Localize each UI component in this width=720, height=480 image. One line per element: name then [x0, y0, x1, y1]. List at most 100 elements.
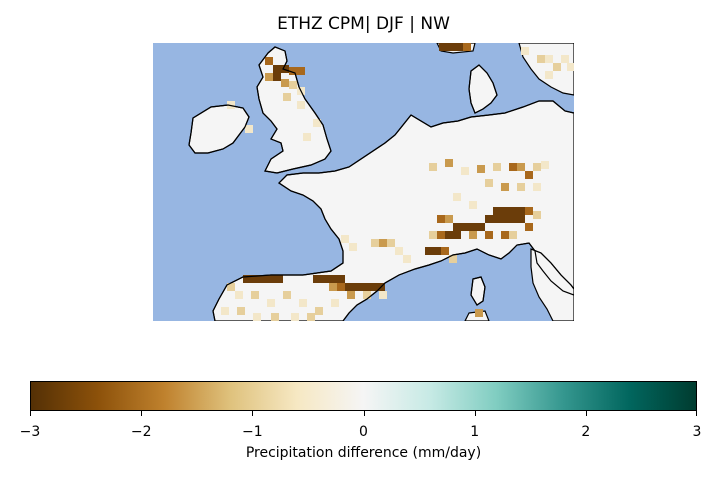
grid-cell	[227, 283, 235, 291]
grid-cell	[395, 247, 403, 255]
grid-cell	[477, 223, 485, 231]
grid-cell	[461, 167, 469, 175]
precipitation-map	[153, 43, 574, 321]
grid-cell	[329, 275, 337, 283]
grid-cell	[245, 125, 253, 133]
grid-cell	[313, 275, 321, 283]
colorbar-ticks: −3 −2 −1 0 1 2 3	[20, 411, 701, 440]
colorbar-tick-label: −2	[130, 424, 152, 440]
grid-cell	[243, 275, 251, 283]
grid-cell	[533, 163, 541, 171]
grid-cell	[321, 275, 329, 283]
grid-cell	[461, 223, 469, 231]
grid-cell	[485, 215, 493, 223]
grid-cell	[475, 309, 483, 317]
grid-cell	[509, 163, 517, 171]
grid-cell	[265, 57, 273, 65]
colorbar-tick	[141, 411, 143, 416]
grid-cell	[275, 275, 283, 283]
map-panel	[153, 43, 574, 321]
grid-cell	[289, 81, 297, 89]
grid-cell	[501, 207, 509, 215]
grid-cell	[379, 239, 387, 247]
grid-cell	[371, 239, 379, 247]
grid-cell	[447, 43, 455, 51]
precipitation-cells	[221, 43, 574, 321]
colorbar-tick-label: 1	[470, 424, 480, 440]
grid-cell	[433, 247, 441, 255]
grid-cell	[537, 55, 545, 63]
grid-cell	[315, 307, 323, 315]
grid-cell	[493, 207, 501, 215]
grid-cell	[259, 275, 267, 283]
colorbar	[30, 381, 697, 411]
grid-cell	[273, 73, 281, 81]
grid-cell	[283, 291, 291, 299]
grid-cell	[349, 243, 357, 251]
grid-cell	[281, 79, 289, 87]
grid-cell	[251, 291, 259, 299]
grid-cell	[509, 231, 517, 239]
grid-cell	[517, 215, 525, 223]
map-title: ETHZ CPM| DJF | NW	[277, 14, 450, 34]
colorbar-tick-label: 3	[692, 424, 702, 440]
grid-cell	[341, 235, 349, 243]
grid-cell	[453, 223, 461, 231]
colorbar-tick-label: 2	[581, 424, 591, 440]
grid-cell	[469, 223, 477, 231]
grid-cell	[297, 101, 305, 109]
grid-cell	[469, 201, 477, 209]
grid-cell	[501, 231, 509, 239]
grid-cell	[235, 291, 243, 299]
grid-cell	[297, 67, 305, 75]
grid-cell	[567, 63, 574, 71]
grid-cell	[271, 313, 279, 321]
grid-cell	[313, 119, 321, 127]
grid-cell	[437, 215, 445, 223]
grid-cell	[517, 207, 525, 215]
grid-cell	[525, 171, 533, 179]
grid-cell	[485, 231, 493, 239]
grid-cell	[455, 43, 463, 51]
grid-cell	[387, 239, 395, 247]
grid-cell	[429, 231, 437, 239]
grid-cell	[221, 307, 229, 315]
grid-cell	[363, 291, 371, 299]
grid-cell	[533, 183, 541, 191]
grid-cell	[273, 65, 281, 73]
grid-cell	[267, 299, 275, 307]
grid-cell	[439, 43, 447, 51]
grid-cell	[517, 163, 525, 171]
grid-cell	[545, 71, 553, 79]
scandinavia	[518, 43, 574, 96]
grid-cell	[331, 299, 339, 307]
grid-cell	[345, 283, 353, 291]
grid-cell	[509, 207, 517, 215]
grid-cell	[329, 283, 337, 291]
grid-cell	[353, 283, 361, 291]
grid-cell	[265, 73, 273, 81]
grid-cell	[525, 207, 533, 215]
grid-cell	[303, 133, 311, 141]
grid-cell	[525, 223, 533, 231]
grid-cell	[509, 215, 517, 223]
grid-cell	[425, 247, 433, 255]
grid-cell	[561, 55, 569, 63]
colorbar-tick	[474, 411, 476, 416]
colorbar-tick-label: 0	[359, 424, 368, 440]
grid-cell	[493, 163, 501, 171]
colorbar-tick	[30, 411, 31, 416]
grid-cell	[237, 307, 245, 315]
grid-cell	[281, 65, 289, 73]
grid-cell	[541, 161, 549, 169]
grid-cell	[453, 193, 461, 201]
grid-cell	[337, 283, 345, 291]
grid-cell	[445, 159, 453, 167]
colorbar-label: Precipitation difference (mm/day)	[245, 445, 482, 461]
grid-cell	[469, 231, 477, 239]
grid-cell	[501, 215, 509, 223]
grid-cell	[521, 47, 529, 55]
grid-cell	[337, 275, 345, 283]
grid-cell	[437, 231, 445, 239]
grid-cell	[251, 275, 259, 283]
